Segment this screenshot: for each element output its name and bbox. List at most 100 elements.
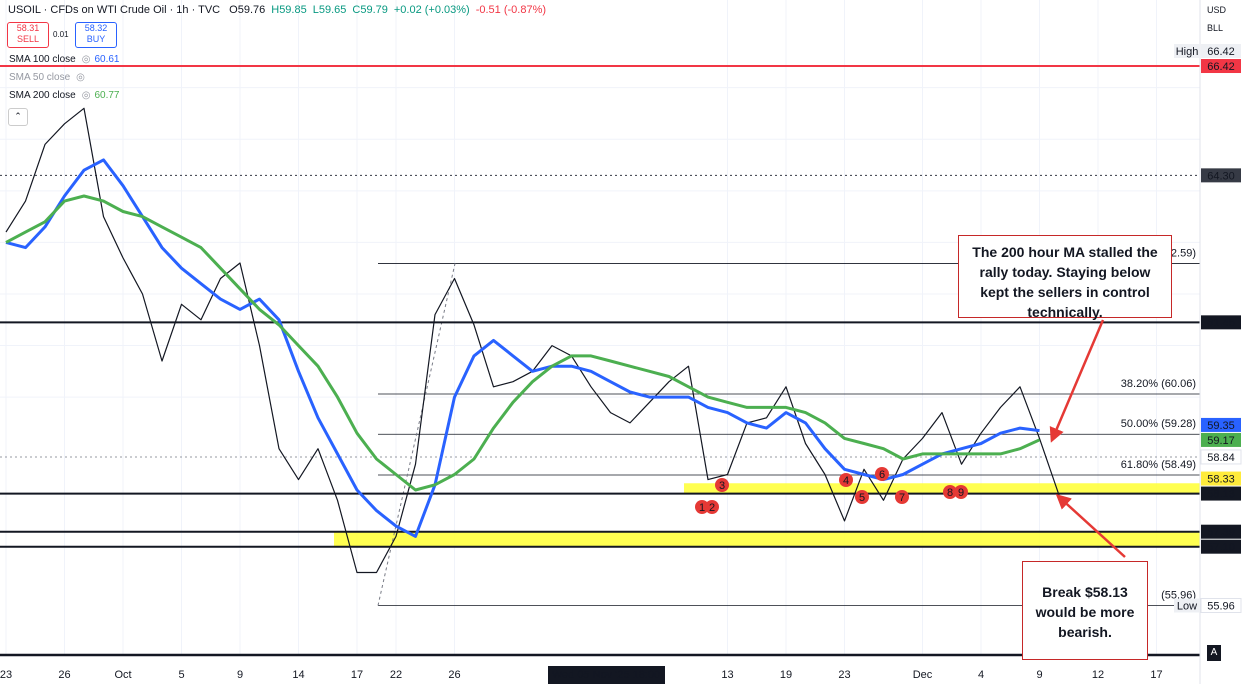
indicator-name: SMA 100 close xyxy=(9,54,76,65)
ohlc-value: +0.02 (+0.03%) xyxy=(393,4,470,16)
annotation-arrow xyxy=(1049,319,1105,443)
sell-label: SELL xyxy=(16,34,40,44)
x-tick-label: 19 xyxy=(780,669,792,681)
price-tag xyxy=(1201,524,1241,539)
fib-connector xyxy=(377,263,456,606)
price-tag-label: 58.84 xyxy=(1207,452,1235,464)
price-tag-label: 64.30 xyxy=(1207,170,1235,182)
x-tick-label: 23 xyxy=(838,669,850,681)
x-tick-label: 4 xyxy=(978,669,984,681)
price-axis-bg xyxy=(1200,0,1242,684)
crosshair-label-bg xyxy=(548,666,665,684)
currency: USD xyxy=(1207,5,1227,15)
marker-label: 6 xyxy=(879,469,885,481)
crosshair-label: Wed 05 Nov '25 18:00 xyxy=(552,669,660,681)
auto-scale-button[interactable]: A xyxy=(1207,645,1221,661)
header: USOIL · CFDs on WTI Crude Oil · 1h · TVC… xyxy=(8,4,546,16)
x-tick-label: 12 xyxy=(1092,669,1104,681)
price-tag xyxy=(1200,449,1242,465)
price-tag xyxy=(1201,471,1241,486)
x-tick-label: Oct xyxy=(114,669,131,681)
x-tick-label: 9 xyxy=(1036,669,1042,681)
collapse-button[interactable]: ⌃ xyxy=(8,108,28,126)
fib-label: 50.00% (59.28) xyxy=(1121,418,1196,430)
symbol-title: USOIL · CFDs on WTI Crude Oil · 1h · TVC xyxy=(8,4,221,16)
sell-price: 58.31 xyxy=(16,23,40,33)
price-tag xyxy=(1201,44,1241,59)
ohlc: O59.76 H59.85 L59.65 C59.79 +0.02 (+0.03%) -0… xyxy=(223,4,546,16)
price-tag-label: 58.33 xyxy=(1207,473,1235,485)
marker-circle xyxy=(715,478,729,492)
x-tick-label: 14 xyxy=(292,669,304,681)
support-zone xyxy=(684,483,1200,494)
marker-label: 9 xyxy=(958,487,964,499)
price-tag xyxy=(1201,432,1241,447)
indicator-name: SMA 50 close xyxy=(9,72,71,83)
price-tag-label: 55.96 xyxy=(1207,600,1235,612)
indicator-row: SMA 50 close ◎ xyxy=(9,72,85,83)
moving-average xyxy=(5,158,1040,538)
moving-average xyxy=(5,194,1041,492)
price-tag xyxy=(1201,315,1241,330)
annotation-arrow xyxy=(1055,493,1126,558)
buy-label: BUY xyxy=(86,34,106,44)
ohlc-value: O59.76 xyxy=(229,4,266,16)
side-tag-label: Low xyxy=(1177,600,1197,612)
price-tag-label: 59.35 xyxy=(1207,420,1235,432)
price-tag-label: 59.17 xyxy=(1207,435,1235,447)
indicator-value: 60.61 xyxy=(94,54,120,65)
fib-label: 61.80% (58.49) xyxy=(1121,459,1196,471)
indicator-row: SMA 100 close ◎ 60.61 xyxy=(9,54,119,65)
x-tick-label: 9 xyxy=(237,669,243,681)
marker-label: 2 xyxy=(709,502,715,514)
annotation: Break $58.13 would be more bearish. xyxy=(1022,561,1148,660)
marker-circle xyxy=(943,485,957,499)
marker-circle xyxy=(875,467,889,481)
marker-circle xyxy=(954,485,968,499)
indicator-icon: ◎ xyxy=(76,72,85,83)
marker-label: 4 xyxy=(843,475,849,487)
buy-price: 58.32 xyxy=(84,23,108,33)
side-tag xyxy=(1174,44,1200,59)
x-tick-label: 17 xyxy=(351,669,363,681)
price-tag xyxy=(1201,168,1241,183)
spread: 0.01 xyxy=(53,30,69,39)
indicator-row: SMA 200 close ◎ 60.77 xyxy=(9,90,119,101)
ohlc-value: C59.79 xyxy=(352,4,388,16)
x-tick-label: 17 xyxy=(1150,669,1162,681)
price-tag-label: 58.13 xyxy=(1207,488,1235,500)
support-zone xyxy=(334,531,1200,547)
marker-circle xyxy=(855,490,869,504)
indicator-icon: ◎ xyxy=(81,90,91,101)
indicator-icon: ◎ xyxy=(81,54,91,65)
x-tick-label: 5 xyxy=(178,669,184,681)
price-tag xyxy=(1201,417,1241,432)
sell-button[interactable]: 58.31 SELL xyxy=(7,22,49,48)
grid xyxy=(0,0,1200,655)
marker-circle xyxy=(839,473,853,487)
buy-button[interactable]: 58.32 BUY xyxy=(75,22,117,48)
marker-label: 8 xyxy=(947,487,953,499)
price-tag-label: 66.42 xyxy=(1207,46,1235,58)
marker-label: 3 xyxy=(719,480,725,492)
annotation: The 200 hour MA stalled the rally today.… xyxy=(958,235,1172,320)
fib-label: (55.96) xyxy=(1161,589,1196,601)
marker-label: 5 xyxy=(859,492,865,504)
side-tag-label: High xyxy=(1176,46,1199,58)
ohlc-value: -0.51 (-0.87%) xyxy=(475,4,547,16)
marker-circle xyxy=(895,490,909,504)
price-tag xyxy=(1200,597,1242,613)
x-tick-label: 26 xyxy=(58,669,70,681)
side-tag xyxy=(1174,598,1200,613)
ohlc-value: L59.65 xyxy=(312,4,347,16)
price-tag xyxy=(1201,59,1241,74)
price-tag-label: 57.39 xyxy=(1207,527,1235,539)
indicator-value: 60.77 xyxy=(94,90,120,101)
ohlc-value: H59.85 xyxy=(271,4,307,16)
unit: BLL xyxy=(1207,23,1224,33)
x-tick-label: 23 xyxy=(0,669,12,681)
price-tag-label: 61.45 xyxy=(1207,317,1235,329)
indicator-name: SMA 200 close xyxy=(9,90,76,101)
x-tick-label: Dec xyxy=(913,669,933,681)
x-tick-label: 26 xyxy=(448,669,460,681)
